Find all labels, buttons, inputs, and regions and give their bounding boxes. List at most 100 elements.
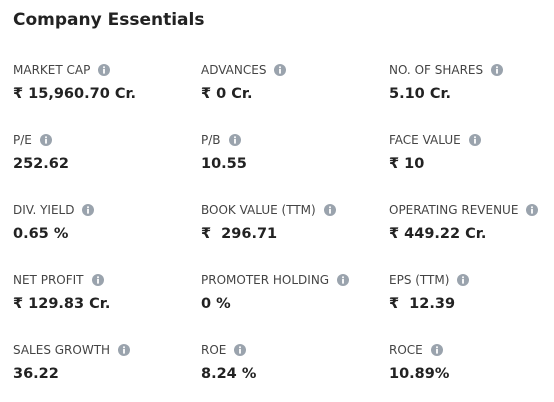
essential-item: MARKET CAP ₹ 15,960.70 Cr.	[13, 59, 198, 102]
item-label-row: NET PROFIT	[13, 269, 198, 291]
item-value: ₹ 296.71	[201, 226, 278, 242]
item-value: ₹ 15,960.70 Cr.	[13, 86, 137, 102]
item-value: 10.55	[201, 156, 247, 172]
info-icon-dot	[96, 276, 99, 279]
item-value: 0.65 %	[13, 226, 69, 242]
item-value: 36.22	[13, 366, 59, 382]
info-icon[interactable]	[234, 344, 247, 356]
item-value: ₹ 129.83 Cr.	[13, 296, 111, 312]
item-label-row: FACE VALUE	[389, 129, 554, 151]
info-icon-dot	[462, 276, 465, 279]
info-icon-dot	[239, 346, 242, 349]
essential-item: OPERATING REVENUE ₹ 449.22 Cr.	[389, 199, 554, 242]
item-label: ROE	[201, 343, 227, 357]
info-icon-bar	[44, 139, 47, 144]
essential-item: P/B 10.55	[201, 129, 386, 172]
essential-item: DIV. YIELD 0.65 %	[13, 199, 198, 242]
info-icon[interactable]	[337, 274, 350, 286]
item-value: 8.24 %	[201, 366, 257, 382]
item-value: ₹ 10	[389, 156, 425, 172]
item-label-row: MARKET CAP	[13, 59, 198, 81]
item-label: P/E	[13, 133, 32, 147]
item-label: P/B	[201, 133, 221, 147]
item-label: NET PROFIT	[13, 273, 84, 287]
item-label-row: OPERATING REVENUE	[389, 199, 554, 221]
info-icon-bar	[342, 279, 344, 284]
item-label-row: ROCE	[389, 339, 554, 361]
info-icon-bar	[462, 279, 465, 284]
info-icon-bar	[233, 139, 236, 144]
essential-item: ADVANCES ₹ 0 Cr.	[201, 59, 386, 102]
essential-item: FACE VALUE ₹ 10	[389, 129, 554, 172]
info-icon[interactable]	[274, 64, 287, 76]
info-icon-bar	[435, 349, 438, 354]
info-icon-dot	[103, 66, 106, 69]
item-value: 5.10 Cr.	[389, 86, 452, 102]
item-label: MARKET CAP	[13, 63, 91, 77]
info-icon-bar	[87, 209, 90, 214]
item-label-row: NO. OF SHARES	[389, 59, 554, 81]
item-label-row: SALES GROWTH	[13, 339, 198, 361]
info-icon-dot	[279, 66, 282, 69]
item-label: ROCE	[389, 343, 423, 357]
item-label: PROMOTER HOLDING	[201, 273, 330, 287]
info-icon[interactable]	[228, 134, 241, 146]
item-label: NO. OF SHARES	[389, 63, 484, 77]
info-icon-bar	[239, 349, 242, 354]
info-icon-dot	[123, 346, 125, 349]
info-icon[interactable]	[526, 204, 539, 216]
item-label: EPS (TTM)	[389, 273, 450, 287]
essential-item: ROE 8.24 %	[201, 339, 386, 382]
info-icon-dot	[44, 136, 47, 139]
info-icon[interactable]	[491, 64, 504, 76]
info-icon-bar	[96, 279, 99, 284]
info-icon[interactable]	[98, 64, 111, 76]
essential-item: NO. OF SHARES 5.10 Cr.	[389, 59, 554, 102]
info-icon-bar	[531, 209, 534, 214]
item-label-row: ROE	[201, 339, 386, 361]
info-icon-dot	[233, 136, 236, 139]
item-value: ₹ 12.39	[389, 296, 456, 312]
info-icon[interactable]	[39, 134, 52, 146]
item-value: ₹ 449.22 Cr.	[389, 226, 487, 242]
section-title: Company Essentials	[13, 10, 205, 30]
info-icon-bar	[123, 349, 125, 354]
info-icon-bar	[328, 209, 331, 214]
item-label-row: PROMOTER HOLDING	[201, 269, 386, 291]
info-icon-dot	[473, 136, 476, 139]
item-label-row: EPS (TTM)	[389, 269, 554, 291]
essential-item: ROCE 10.89%	[389, 339, 554, 382]
info-icon-dot	[328, 206, 331, 209]
info-icon-dot	[87, 206, 90, 209]
item-value: 10.89%	[389, 366, 450, 382]
item-label-row: P/E	[13, 129, 198, 151]
item-value: 0 %	[201, 296, 231, 312]
item-label: ADVANCES	[201, 63, 267, 77]
item-label: FACE VALUE	[389, 133, 461, 147]
item-label: BOOK VALUE (TTM)	[201, 203, 316, 217]
item-label: OPERATING REVENUE	[389, 203, 519, 217]
info-icon-dot	[435, 346, 438, 349]
essential-item: PROMOTER HOLDING 0 %	[201, 269, 386, 312]
info-icon-bar	[473, 139, 476, 144]
info-icon[interactable]	[468, 134, 481, 146]
info-icon-bar	[103, 69, 106, 74]
essential-item: P/E 252.62	[13, 129, 198, 172]
info-icon[interactable]	[91, 274, 104, 286]
info-icon-dot	[342, 276, 344, 279]
item-label-row: P/B	[201, 129, 386, 151]
info-icon[interactable]	[430, 344, 443, 356]
info-icon-dot	[531, 206, 534, 209]
essential-item: NET PROFIT ₹ 129.83 Cr.	[13, 269, 198, 312]
info-icon[interactable]	[323, 204, 336, 216]
info-icon-dot	[496, 66, 499, 69]
info-icon-bar	[279, 69, 282, 74]
item-label: SALES GROWTH	[13, 343, 111, 357]
info-icon[interactable]	[82, 204, 95, 216]
info-icon[interactable]	[118, 344, 131, 356]
item-value: ₹ 0 Cr.	[201, 86, 253, 102]
item-label-row: DIV. YIELD	[13, 199, 198, 221]
essential-item: SALES GROWTH 36.22	[13, 339, 198, 382]
info-icon[interactable]	[457, 274, 470, 286]
